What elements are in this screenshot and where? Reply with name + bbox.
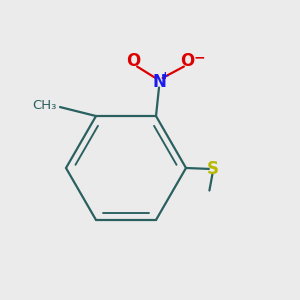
Text: N: N (152, 73, 166, 91)
Text: −: − (193, 50, 205, 64)
Text: O: O (126, 52, 141, 70)
Text: CH₃: CH₃ (33, 99, 57, 112)
Text: O: O (180, 52, 195, 70)
Text: S: S (206, 160, 218, 178)
Text: +: + (161, 71, 170, 81)
